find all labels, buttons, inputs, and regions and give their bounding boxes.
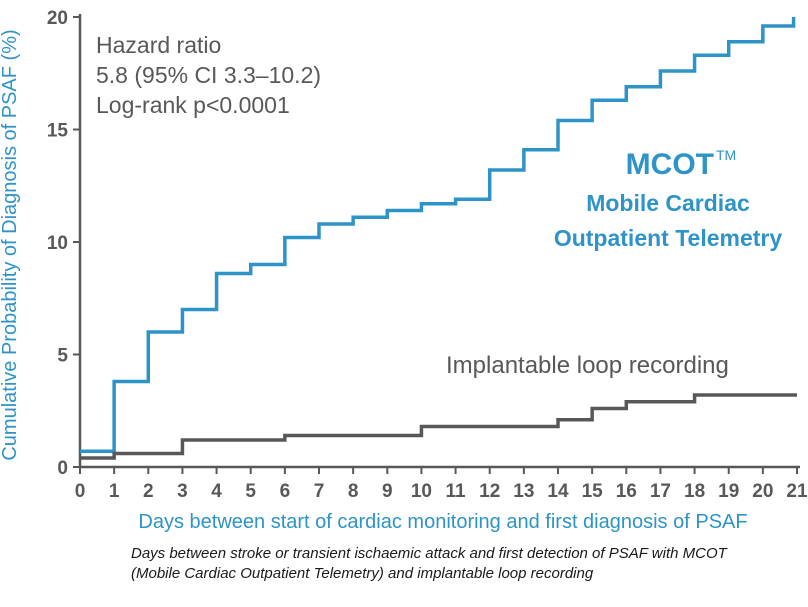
mcot-series-label: MCOT TM Mobile Cardiac Outpatient Teleme… <box>554 147 783 251</box>
series <box>80 17 797 460</box>
hazard-ratio-value: 5.8 (95% CI 3.3–10.2) <box>96 62 321 88</box>
x-tick-label: 17 <box>650 481 671 502</box>
x-tick-label: 7 <box>314 481 325 502</box>
x-tick-label: 0 <box>75 481 86 502</box>
y-tick-label: 5 <box>57 346 68 367</box>
x-tick-label: 21 <box>786 481 808 502</box>
mcot-subtitle-line2: Outpatient Telemetry <box>554 225 783 251</box>
mcot-step-line <box>80 17 796 453</box>
y-tick-label: 0 <box>57 458 68 479</box>
figure-caption: Days between stroke or transient ischaem… <box>131 545 727 582</box>
x-tick-label: 13 <box>513 481 534 502</box>
ilr-step-line <box>80 393 797 460</box>
ticks: 0 1 2 3 4 5 6 7 8 9 10 11 12 13 14 15 16 17 18 19 20 21051015… <box>47 8 808 502</box>
x-tick-label: 1 <box>109 481 120 502</box>
x-tick-label: 6 <box>280 481 291 502</box>
y-tick-label: 10 <box>47 233 68 254</box>
x-tick-label: 15 <box>582 481 604 502</box>
x-tick-label: 2 <box>143 481 154 502</box>
x-tick-label: 9 <box>382 481 393 502</box>
x-tick-label: 20 <box>752 481 773 502</box>
x-tick-label: 11 <box>446 481 467 502</box>
x-axis-label: Days between start of cardiac monitoring… <box>138 511 747 533</box>
stats-annotation: Hazard ratio 5.8 (95% CI 3.3–10.2) Log-r… <box>96 32 321 118</box>
log-rank-value: Log-rank p<0.0001 <box>96 92 290 118</box>
axes <box>78 14 800 469</box>
y-axis-label: Cumulative Probability of Diagnosis of P… <box>0 29 21 460</box>
x-tick-label: 12 <box>479 481 500 502</box>
x-tick-label: 8 <box>348 481 359 502</box>
mcot-subtitle-line1: Mobile Cardiac <box>586 190 750 216</box>
mcot-name: MCOT <box>626 148 714 181</box>
x-tick-label: 16 <box>616 481 637 502</box>
x-tick-label: 3 <box>177 481 188 502</box>
mcot-trademark: TM <box>716 147 736 163</box>
hazard-ratio-label: Hazard ratio <box>96 32 221 58</box>
x-tick-label: 18 <box>684 481 705 502</box>
y-tick-label: 15 <box>47 121 69 142</box>
x-tick-label: 14 <box>547 481 569 502</box>
ilr-series-label: Implantable loop recording <box>446 352 729 379</box>
x-tick-label: 5 <box>245 481 256 502</box>
y-tick-label: 20 <box>47 8 68 29</box>
x-tick-label: 10 <box>411 481 432 502</box>
x-tick-label: 4 <box>211 481 222 502</box>
x-tick-label: 19 <box>718 481 739 502</box>
